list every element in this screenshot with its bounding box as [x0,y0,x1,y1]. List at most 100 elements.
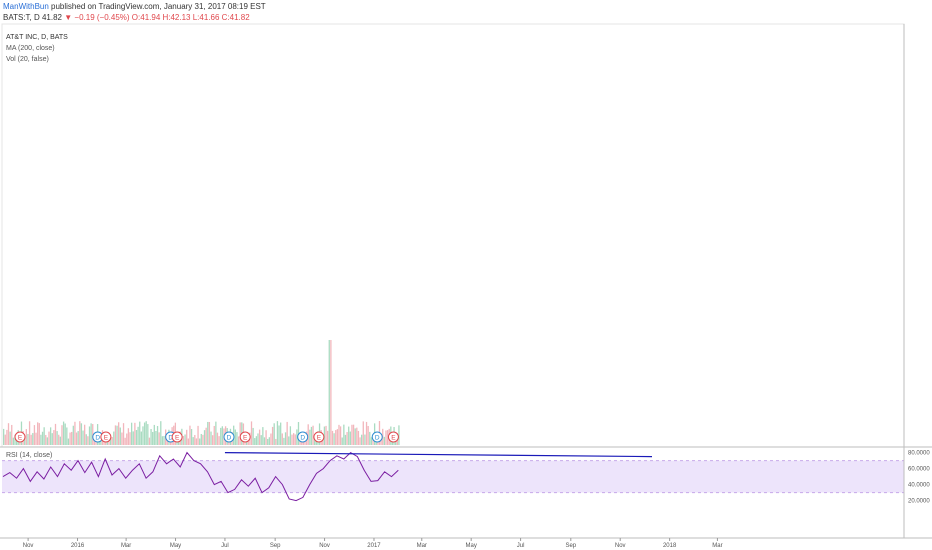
volume-bar [62,421,65,445]
rsi-band [2,460,904,493]
volume-bar [331,430,334,445]
volume-bar [75,432,78,445]
volume-bar [356,427,358,445]
volume-bar [137,426,139,445]
volume-bar [218,436,220,445]
publish-info: ManWithBun published on TradingView.com,… [3,2,266,12]
volume-bar [309,429,311,445]
volume-bar [127,428,130,445]
volume-bar [265,430,267,445]
volume-bar [56,431,58,445]
volume-bar [35,432,37,445]
volume-bar [43,427,45,445]
volume-bar [4,434,6,445]
volume-bar [116,425,118,445]
volume-bar [385,430,387,445]
volume-bar [250,421,253,445]
time-tick-label: Jul [221,543,229,549]
volume-bar [284,432,287,445]
dividend-marker [223,431,235,443]
symbol-name: BATS:T, D [3,13,40,22]
volume-bar [310,426,313,445]
event-marker-label: D [168,435,173,442]
volume-bar [364,434,366,445]
volume-bar [67,438,70,445]
volume-bar [278,425,280,445]
legend-ma[interactable]: MA (200, close) [6,45,55,52]
volume-bar [64,423,66,445]
volume-bar [382,428,384,445]
volume-bar [122,423,125,445]
volume-bar [291,434,293,445]
volume-bar [145,421,147,445]
volume-bar [92,424,94,445]
volume-bar [25,429,27,445]
legend-vol[interactable]: Vol (20, false) [6,56,49,63]
author-link[interactable]: ManWithBun [3,2,49,11]
volume-bar [192,437,194,445]
time-tick-label: Jul [517,543,525,549]
volume-bar [119,427,121,445]
time-tick-label: Mar [121,543,131,549]
volume-bar [152,431,154,445]
volume-bar [343,424,345,445]
volume-bar [260,435,262,445]
volume-bar [87,436,89,445]
volume-bar [349,431,351,445]
volume-bar [118,422,120,445]
time-tick-label: 2017 [367,543,381,549]
volume-bar [312,425,314,445]
volume-bar [333,433,335,445]
volume-bar [346,432,348,445]
volume-bar [32,433,34,445]
volume-bar [351,424,353,445]
volume-bar [211,435,214,445]
volume-bar [257,433,259,445]
volume-bar [372,438,374,445]
event-marker-label: E [104,435,109,442]
volume-bar [161,436,164,445]
volume-bar [202,434,204,445]
legend-rsi[interactable]: RSI (14, close) [6,452,53,459]
volume-bar [142,426,144,445]
volume-bar [163,435,165,445]
volume-bar [186,429,188,445]
volume-bar [150,429,152,445]
volume-bar [53,430,55,445]
volume-bar [108,438,110,445]
volume-bar [187,438,189,445]
volume-bar [38,423,40,445]
volume-bar [184,434,186,445]
volume-bar [203,430,206,445]
volume-bar [24,435,26,445]
volume-bar [59,436,61,445]
volume-bar [207,421,209,445]
volume-bar [307,424,309,445]
volume-bar [132,431,134,445]
earnings-marker [313,431,325,443]
dividend-marker [297,431,309,443]
volume-bar [51,433,53,445]
volume-bar [236,432,238,445]
volume-bar [45,434,47,445]
rsi-tick-label: 20.0000 [908,499,930,505]
rsi-trendline [224,452,653,458]
event-marker-label: D [227,435,232,442]
volume-bar [213,425,215,445]
volume-bar [9,431,11,445]
volume-bar [40,434,42,445]
event-marker-label: D [95,435,100,442]
volume-bar [283,437,285,445]
time-tick-label: May [170,543,181,549]
legend-symbol: AT&T INC, D, BATS [6,34,68,41]
volume-bar [288,436,290,445]
volume-bar [69,432,71,445]
event-marker-label: E [391,435,396,442]
volume-bar [139,421,141,445]
volume-bar [268,437,270,445]
volume-bar [85,434,87,445]
volume-bar [28,421,31,445]
volume-bar [383,436,385,445]
volume-bar [362,421,364,445]
